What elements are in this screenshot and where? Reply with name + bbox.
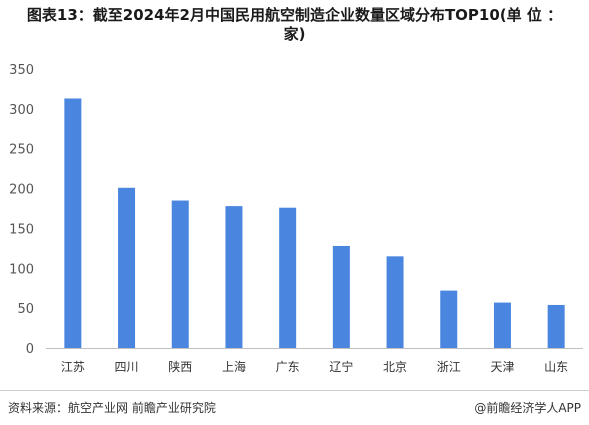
y-tick-label: 200 <box>9 183 34 198</box>
x-tick-label: 四川 <box>115 360 139 374</box>
bar <box>386 256 404 348</box>
x-tick-label: 广东 <box>276 360 300 374</box>
y-tick-label: 300 <box>9 103 34 118</box>
y-tick-label: 50 <box>17 302 34 317</box>
y-tick-label: 150 <box>9 222 34 237</box>
x-tick-label: 天津 <box>490 360 514 374</box>
x-tick-label: 江苏 <box>61 360 85 374</box>
bar <box>171 200 189 348</box>
footer: 资料来源：航空产业网 前瞻产业研究院 @前瞻经济学人APP <box>0 390 589 425</box>
bar <box>64 98 82 348</box>
x-tick-label: 山东 <box>544 360 568 374</box>
y-tick-label: 250 <box>9 143 34 158</box>
x-tick-label: 北京 <box>383 360 407 374</box>
source-note: 资料来源：航空产业网 前瞻产业研究院 <box>8 401 216 415</box>
bar <box>493 302 511 348</box>
chart-title-line1: 图表13：截至2024年2月中国民用航空制造企业数量区域分布TOP10(单 位 … <box>26 6 563 24</box>
bar-chart: 0 50 100 150 200 250 300 350 江苏 四川 陕西 上海 广东 辽宁 北京 浙江 天津 山… <box>9 63 583 374</box>
chart-title: 图表13：截至2024年2月中国民用航空制造企业数量区域分布TOP10(单 位 … <box>0 6 589 44</box>
x-tick-label: 浙江 <box>437 360 461 374</box>
x-tick-label: 辽宁 <box>329 359 353 374</box>
x-tick-label: 陕西 <box>168 359 192 374</box>
y-tick-label: 0 <box>26 342 34 357</box>
x-tick-label: 上海 <box>222 359 246 374</box>
bar <box>279 207 297 348</box>
bar <box>225 206 243 348</box>
bar <box>118 187 136 348</box>
bar <box>547 304 565 348</box>
y-tick-label: 100 <box>9 262 34 277</box>
y-tick-label: 350 <box>9 63 34 78</box>
bar <box>440 290 458 348</box>
brand-label: @前瞻经济学人APP <box>474 401 581 415</box>
chart-title-line2: 家) <box>283 25 306 43</box>
bar <box>332 245 350 348</box>
